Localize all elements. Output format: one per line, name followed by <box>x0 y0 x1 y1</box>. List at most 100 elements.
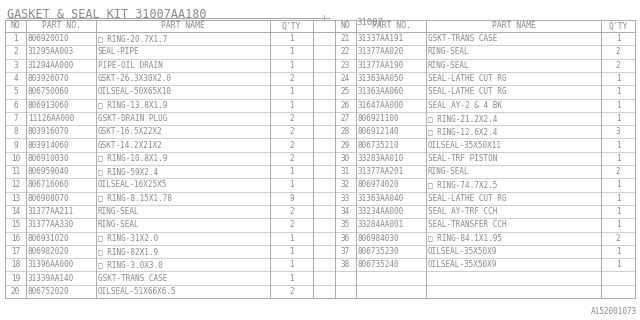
Text: GSKT-16.5X22X2: GSKT-16.5X22X2 <box>98 127 163 136</box>
Text: 2: 2 <box>289 154 294 163</box>
Text: 1: 1 <box>289 180 294 189</box>
Text: 806913060: 806913060 <box>28 101 70 110</box>
Text: 20: 20 <box>11 287 20 296</box>
Text: OILSEAL-35X50X9: OILSEAL-35X50X9 <box>428 247 497 256</box>
Text: 18: 18 <box>11 260 20 269</box>
Text: 1: 1 <box>616 154 620 163</box>
Text: RING-SEAL: RING-SEAL <box>428 61 470 70</box>
Text: PIPE-OIL DRAIN: PIPE-OIL DRAIN <box>98 61 163 70</box>
Text: 1: 1 <box>616 114 620 123</box>
Text: 2: 2 <box>289 287 294 296</box>
Text: 1: 1 <box>289 167 294 176</box>
Text: PART NO.: PART NO. <box>371 21 410 30</box>
Text: 11126AA000: 11126AA000 <box>28 114 74 123</box>
Text: OILSEAL-50X65X10: OILSEAL-50X65X10 <box>98 87 172 96</box>
Text: 2: 2 <box>616 167 620 176</box>
Text: 806974020: 806974020 <box>358 180 399 189</box>
Text: 28: 28 <box>341 127 350 136</box>
Text: 1: 1 <box>289 247 294 256</box>
Text: 29: 29 <box>341 140 350 149</box>
Text: SEAL-LATHE CUT RG: SEAL-LATHE CUT RG <box>428 74 507 83</box>
Text: Q'TY: Q'TY <box>282 21 301 30</box>
Text: 31337AA191: 31337AA191 <box>358 34 404 43</box>
Text: 2: 2 <box>13 47 18 56</box>
Text: 806984030: 806984030 <box>358 234 399 243</box>
Text: 11: 11 <box>11 167 20 176</box>
Text: 2: 2 <box>289 114 294 123</box>
Text: 2: 2 <box>616 47 620 56</box>
Text: 31377AA201: 31377AA201 <box>358 167 404 176</box>
Text: 1: 1 <box>616 260 620 269</box>
Text: 38: 38 <box>341 260 350 269</box>
Text: 21: 21 <box>341 34 350 43</box>
Text: 806735240: 806735240 <box>358 260 399 269</box>
Text: 9: 9 <box>289 194 294 203</box>
Text: NO: NO <box>340 21 350 30</box>
Text: 1: 1 <box>289 101 294 110</box>
Text: 1: 1 <box>616 180 620 189</box>
Text: 3: 3 <box>616 127 620 136</box>
Text: 35: 35 <box>341 220 350 229</box>
Text: GSKT-26.3X30X2.0: GSKT-26.3X30X2.0 <box>98 74 172 83</box>
Text: GSKT-DRAIN PLUG: GSKT-DRAIN PLUG <box>98 114 168 123</box>
Text: 12: 12 <box>11 180 20 189</box>
Text: 31363AA040: 31363AA040 <box>358 194 404 203</box>
Text: SEAL AY-TRF CCH: SEAL AY-TRF CCH <box>428 207 497 216</box>
Text: 24: 24 <box>341 74 350 83</box>
Text: 806908070: 806908070 <box>28 194 70 203</box>
Text: 36: 36 <box>341 234 350 243</box>
Text: Q'TY: Q'TY <box>608 21 628 30</box>
Text: SEAL AY-2 & 4 BK: SEAL AY-2 & 4 BK <box>428 101 502 110</box>
Text: NO: NO <box>11 21 20 30</box>
Text: □ RING-20.7X1.7: □ RING-20.7X1.7 <box>98 34 168 43</box>
Text: 15: 15 <box>11 220 20 229</box>
Text: 31377AA190: 31377AA190 <box>358 61 404 70</box>
Text: A152001073: A152001073 <box>591 308 637 316</box>
Text: 803916070: 803916070 <box>28 127 70 136</box>
Text: RING-SEAL: RING-SEAL <box>428 47 470 56</box>
Text: 1: 1 <box>616 34 620 43</box>
Text: 31295AA003: 31295AA003 <box>28 47 74 56</box>
Text: SEAL-LATHE CUT RG: SEAL-LATHE CUT RG <box>428 194 507 203</box>
Text: 4: 4 <box>13 74 18 83</box>
Text: 2: 2 <box>616 234 620 243</box>
Text: 2: 2 <box>289 140 294 149</box>
Text: 31396AA000: 31396AA000 <box>28 260 74 269</box>
Text: RING-SEAL: RING-SEAL <box>98 220 140 229</box>
Text: GASKET & SEAL KIT 31007AA180: GASKET & SEAL KIT 31007AA180 <box>7 8 207 21</box>
Text: 26: 26 <box>341 101 350 110</box>
Text: 1: 1 <box>616 87 620 96</box>
Text: 30: 30 <box>341 154 350 163</box>
Text: 803926070: 803926070 <box>28 74 70 83</box>
Text: 13: 13 <box>11 194 20 203</box>
Text: 17: 17 <box>11 247 20 256</box>
Text: □ RING-13.8X1.9: □ RING-13.8X1.9 <box>98 101 168 110</box>
Text: 806735210: 806735210 <box>358 140 399 149</box>
Text: 23: 23 <box>341 61 350 70</box>
Text: 806735230: 806735230 <box>358 247 399 256</box>
Text: 1: 1 <box>289 47 294 56</box>
Text: OILSEAL-51X66X6.5: OILSEAL-51X66X6.5 <box>98 287 177 296</box>
Text: 1: 1 <box>616 101 620 110</box>
Text: 27: 27 <box>341 114 350 123</box>
Text: 5: 5 <box>13 87 18 96</box>
Text: 1: 1 <box>289 61 294 70</box>
Text: 2: 2 <box>289 127 294 136</box>
Text: 32: 32 <box>341 180 350 189</box>
Text: GSKT-14.2X21X2: GSKT-14.2X21X2 <box>98 140 163 149</box>
Text: 806750060: 806750060 <box>28 87 70 96</box>
Text: 1: 1 <box>616 74 620 83</box>
Text: 31647AA000: 31647AA000 <box>358 101 404 110</box>
Text: 1: 1 <box>289 274 294 283</box>
Text: 1: 1 <box>616 247 620 256</box>
Text: 2: 2 <box>289 220 294 229</box>
Text: 806912140: 806912140 <box>358 127 399 136</box>
Text: 2: 2 <box>289 74 294 83</box>
Text: 34: 34 <box>341 207 350 216</box>
Text: 9: 9 <box>13 140 18 149</box>
Text: □ RING-59X2.4: □ RING-59X2.4 <box>98 167 158 176</box>
Text: 31377AA211: 31377AA211 <box>28 207 74 216</box>
Text: 31363AA060: 31363AA060 <box>358 87 404 96</box>
Text: 16: 16 <box>11 234 20 243</box>
Text: 1: 1 <box>289 34 294 43</box>
